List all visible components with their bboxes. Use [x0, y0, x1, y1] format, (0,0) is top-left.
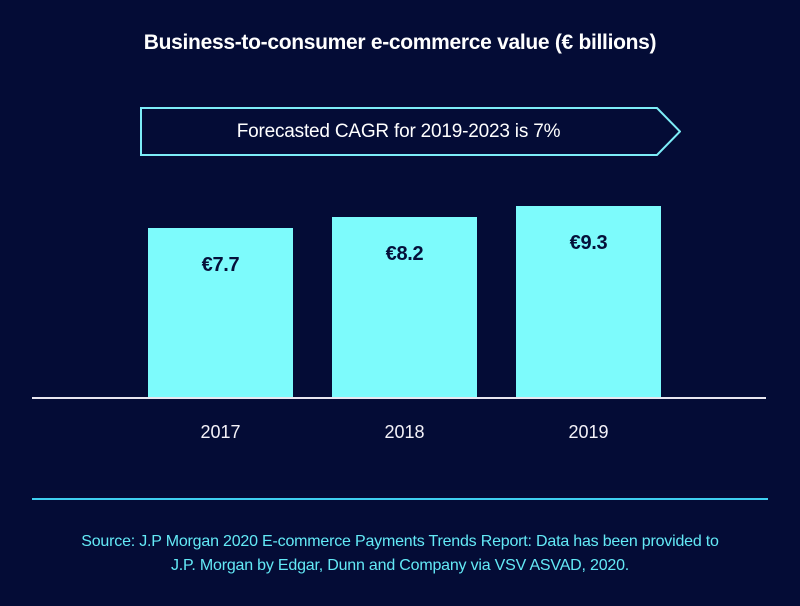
cagr-banner-text: Forecasted CAGR for 2019-2023 is 7% — [236, 120, 561, 142]
x-tick-2017: 2017 — [200, 422, 241, 442]
cagr-banner: Forecasted CAGR for 2019-2023 is 7% — [140, 107, 681, 156]
source-line-1: Source: J.P Morgan 2020 E-commerce Payme… — [81, 533, 719, 550]
footer-divider-line — [32, 498, 768, 500]
x-axis-line — [32, 397, 766, 399]
x-tick-2019: 2019 — [568, 422, 609, 442]
source-note: Source: J.P Morgan 2020 E-commerce Payme… — [40, 530, 760, 578]
bar-value-label: €8.2 — [385, 243, 424, 265]
bar-value-label: €9.3 — [569, 232, 608, 254]
bar-2019: €9.3 — [516, 206, 661, 398]
bar-value-label: €7.7 — [201, 254, 240, 276]
chart-title: Business-to-consumer e-commerce value (€… — [143, 31, 657, 54]
bar-2018: €8.2 — [332, 217, 477, 398]
x-tick-2018: 2018 — [384, 422, 425, 442]
bar-2017: €7.7 — [148, 228, 293, 398]
source-line-2: J.P. Morgan by Edgar, Dunn and Company v… — [170, 557, 630, 574]
arrow-outline-shape — [140, 107, 681, 156]
